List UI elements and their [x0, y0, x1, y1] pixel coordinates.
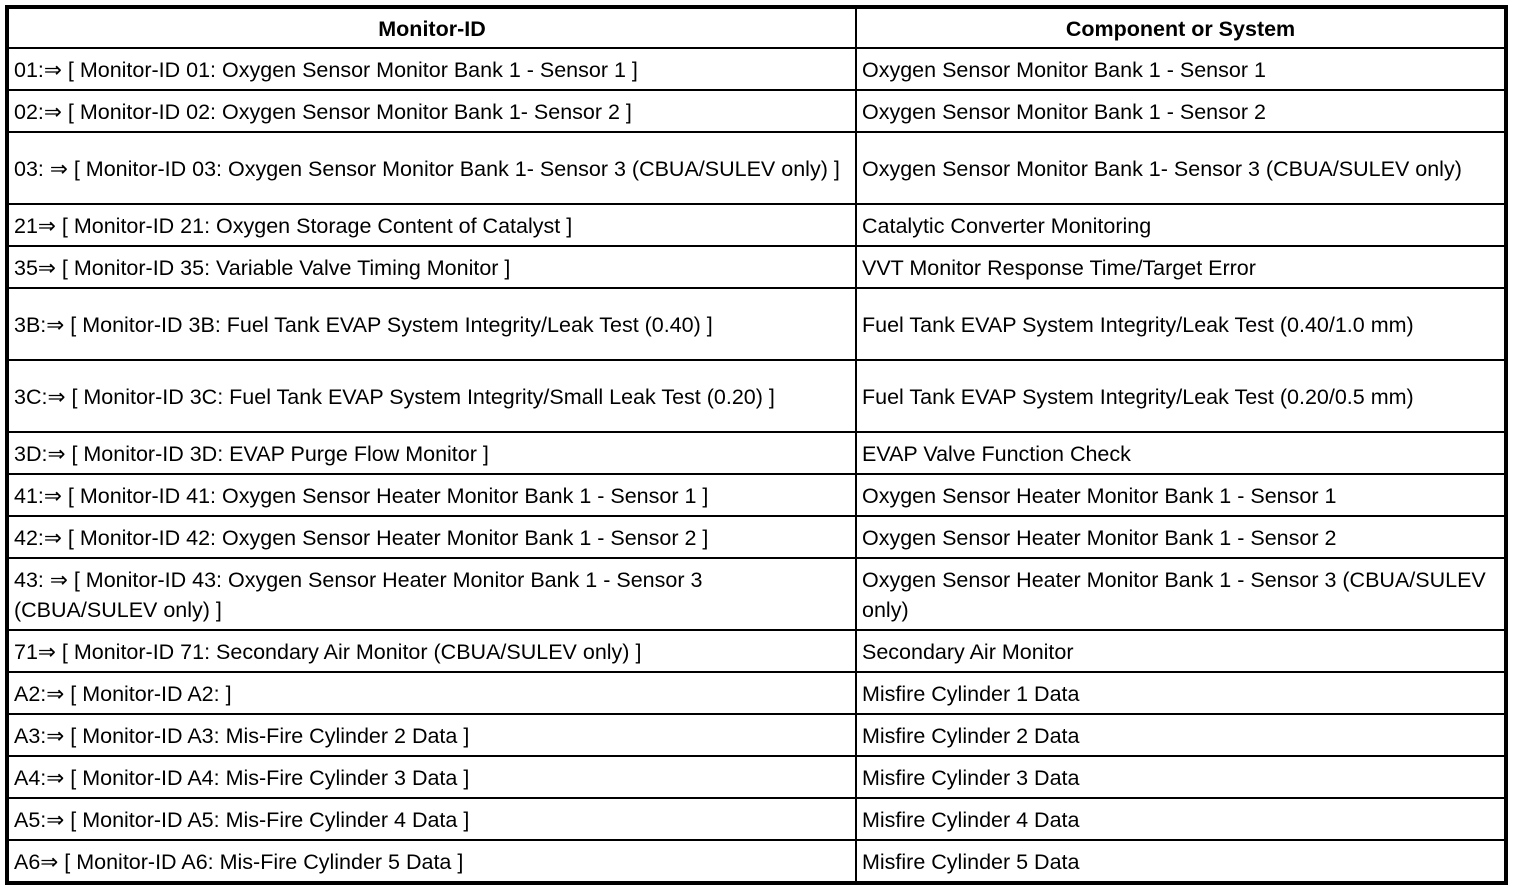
header-row: Monitor-ID Component or System [6, 6, 1507, 49]
component-cell: EVAP Valve Function Check [855, 431, 1507, 475]
component-cell: Misfire Cylinder 4 Data [855, 797, 1507, 841]
table-row: 02:⇒ [ Monitor-ID 02: Oxygen Sensor Moni… [6, 89, 1507, 133]
component-cell: Oxygen Sensor Heater Monitor Bank 1 - Se… [855, 515, 1507, 559]
component-cell: Misfire Cylinder 3 Data [855, 755, 1507, 799]
table-row: A6⇒ [ Monitor-ID A6: Mis-Fire Cylinder 5… [6, 839, 1507, 884]
component-cell: Fuel Tank EVAP System Integrity/Leak Tes… [855, 287, 1507, 361]
table-row: 41:⇒ [ Monitor-ID 41: Oxygen Sensor Heat… [6, 473, 1507, 517]
table-row: 3B:⇒ [ Monitor-ID 3B: Fuel Tank EVAP Sys… [6, 287, 1507, 361]
header-monitor-id: Monitor-ID [6, 6, 857, 49]
table-row: 3C:⇒ [ Monitor-ID 3C: Fuel Tank EVAP Sys… [6, 359, 1507, 433]
component-cell: Fuel Tank EVAP System Integrity/Leak Tes… [855, 359, 1507, 433]
monitor-id-cell: 01:⇒ [ Monitor-ID 01: Oxygen Sensor Moni… [6, 47, 857, 91]
monitor-id-cell: 02:⇒ [ Monitor-ID 02: Oxygen Sensor Moni… [6, 89, 857, 133]
monitor-id-cell: 43: ⇒ [ Monitor-ID 43: Oxygen Sensor Hea… [6, 557, 857, 631]
monitor-id-cell: 3D:⇒ [ Monitor-ID 3D: EVAP Purge Flow Mo… [6, 431, 857, 475]
table-row: A3:⇒ [ Monitor-ID A3: Mis-Fire Cylinder … [6, 713, 1507, 757]
component-cell: Misfire Cylinder 1 Data [855, 671, 1507, 715]
component-cell: Oxygen Sensor Monitor Bank 1- Sensor 3 (… [855, 131, 1507, 205]
table-row: 71⇒ [ Monitor-ID 71: Secondary Air Monit… [6, 629, 1507, 673]
table-body: 01:⇒ [ Monitor-ID 01: Oxygen Sensor Moni… [6, 47, 1507, 884]
component-cell: Secondary Air Monitor [855, 629, 1507, 673]
monitor-id-cell: A4:⇒ [ Monitor-ID A4: Mis-Fire Cylinder … [6, 755, 857, 799]
monitor-id-cell: 03: ⇒ [ Monitor-ID 03: Oxygen Sensor Mon… [6, 131, 857, 205]
monitor-id-cell: 42:⇒ [ Monitor-ID 42: Oxygen Sensor Heat… [6, 515, 857, 559]
component-cell: Oxygen Sensor Heater Monitor Bank 1 - Se… [855, 557, 1507, 631]
monitor-id-cell: 41:⇒ [ Monitor-ID 41: Oxygen Sensor Heat… [6, 473, 857, 517]
monitor-id-cell: 71⇒ [ Monitor-ID 71: Secondary Air Monit… [6, 629, 857, 673]
table-row: A5:⇒ [ Monitor-ID A5: Mis-Fire Cylinder … [6, 797, 1507, 841]
component-cell: Oxygen Sensor Monitor Bank 1 - Sensor 2 [855, 89, 1507, 133]
monitor-id-cell: A3:⇒ [ Monitor-ID A3: Mis-Fire Cylinder … [6, 713, 857, 757]
monitor-id-cell: 35⇒ [ Monitor-ID 35: Variable Valve Timi… [6, 245, 857, 289]
component-cell: Misfire Cylinder 2 Data [855, 713, 1507, 757]
table-row: 43: ⇒ [ Monitor-ID 43: Oxygen Sensor Hea… [6, 557, 1507, 631]
monitor-id-table: Monitor-ID Component or System 01:⇒ [ Mo… [5, 5, 1508, 885]
header-component-or-system: Component or System [855, 6, 1507, 49]
table-row: 3D:⇒ [ Monitor-ID 3D: EVAP Purge Flow Mo… [6, 431, 1507, 475]
table-row: 03: ⇒ [ Monitor-ID 03: Oxygen Sensor Mon… [6, 131, 1507, 205]
table-row: 35⇒ [ Monitor-ID 35: Variable Valve Timi… [6, 245, 1507, 289]
component-cell: Catalytic Converter Monitoring [855, 203, 1507, 247]
component-cell: Oxygen Sensor Monitor Bank 1 - Sensor 1 [855, 47, 1507, 91]
component-cell: VVT Monitor Response Time/Target Error [855, 245, 1507, 289]
table-row: A4:⇒ [ Monitor-ID A4: Mis-Fire Cylinder … [6, 755, 1507, 799]
monitor-id-cell: A2:⇒ [ Monitor-ID A2: ] [6, 671, 857, 715]
component-cell: Oxygen Sensor Heater Monitor Bank 1 - Se… [855, 473, 1507, 517]
monitor-id-cell: A5:⇒ [ Monitor-ID A5: Mis-Fire Cylinder … [6, 797, 857, 841]
component-cell: Misfire Cylinder 5 Data [855, 839, 1507, 884]
table-row: 21⇒ [ Monitor-ID 21: Oxygen Storage Cont… [6, 203, 1507, 247]
monitor-id-cell: 3C:⇒ [ Monitor-ID 3C: Fuel Tank EVAP Sys… [6, 359, 857, 433]
table-row: A2:⇒ [ Monitor-ID A2: ] Misfire Cylinder … [6, 671, 1507, 715]
monitor-id-cell: 21⇒ [ Monitor-ID 21: Oxygen Storage Cont… [6, 203, 857, 247]
monitor-id-cell: A6⇒ [ Monitor-ID A6: Mis-Fire Cylinder 5… [6, 839, 857, 884]
table-row: 01:⇒ [ Monitor-ID 01: Oxygen Sensor Moni… [6, 47, 1507, 91]
table-row: 42:⇒ [ Monitor-ID 42: Oxygen Sensor Heat… [6, 515, 1507, 559]
monitor-id-cell: 3B:⇒ [ Monitor-ID 3B: Fuel Tank EVAP Sys… [6, 287, 857, 361]
